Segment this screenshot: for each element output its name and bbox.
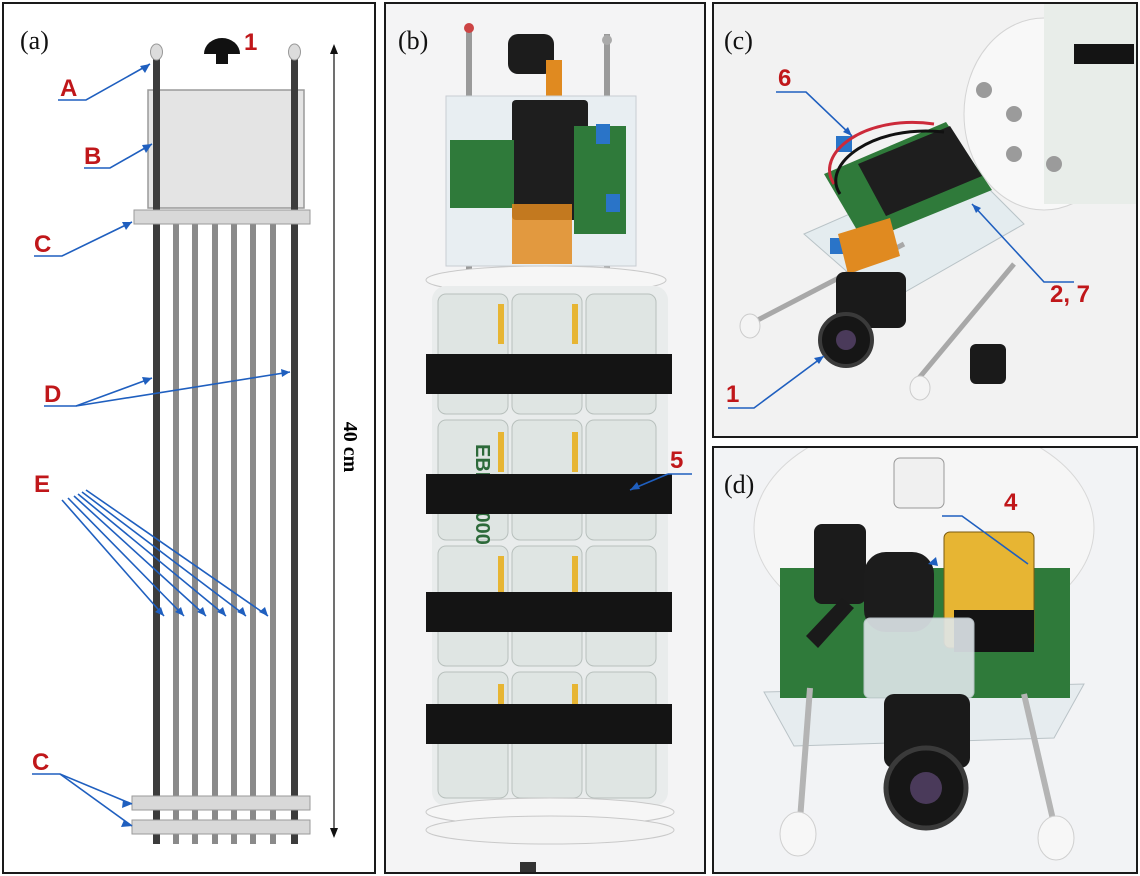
panel-a-schematic: (a) 40 cm — [2, 2, 376, 874]
label-C-top: C — [34, 231, 51, 258]
callout-arrowheads — [121, 64, 290, 827]
panel-c-letter: (c) — [724, 26, 753, 55]
electronics-box — [147, 89, 305, 209]
connector-black — [814, 524, 866, 604]
pcb-main — [512, 100, 588, 220]
strap-1 — [426, 354, 672, 394]
label-6: 6 — [778, 65, 791, 92]
camera-block — [884, 694, 970, 768]
inner-rod-6 — [270, 218, 276, 844]
panel-b-letter: (b) — [398, 26, 429, 55]
callout-arrows — [32, 63, 291, 827]
pcb-black — [858, 126, 982, 216]
dimension-arrow-top — [330, 44, 338, 54]
inner-rod-3 — [212, 218, 218, 844]
electronics-closeup-illustration: 6 2, 7 1 — [726, 4, 1136, 409]
camera-stem — [216, 52, 228, 64]
strap-2 — [426, 474, 672, 514]
label-2-7: 2, 7 — [1050, 281, 1090, 308]
rod-cap-right — [288, 43, 301, 61]
top-plate — [133, 209, 311, 225]
label-4: 4 — [1004, 489, 1018, 516]
panel-c-photo: 6 2, 7 1 (c) — [712, 2, 1138, 438]
inner-rod-1 — [173, 218, 179, 844]
bottom-plate-2 — [131, 819, 311, 835]
bottom-plate-1 — [131, 795, 311, 811]
label-1-panel-c: 1 — [726, 381, 739, 408]
outer-rod-right — [291, 56, 298, 844]
rod-cap-left — [150, 43, 163, 61]
camera-dome — [204, 38, 240, 54]
label-C-bottom: C — [32, 749, 49, 776]
label-5: 5 — [670, 447, 683, 474]
label-E: E — [34, 471, 50, 498]
device-photo-illustration: EBL 10000 5 — [425, 23, 692, 872]
panel-b-photo: EBL 10000 5 (b) — [384, 2, 706, 874]
underside-closeup-illustration: 4 — [753, 448, 1095, 861]
panel-d-letter: (d) — [724, 470, 755, 499]
strap-4 — [426, 704, 672, 744]
dimension-label: 40 cm — [339, 422, 361, 473]
inner-rod-5 — [250, 218, 256, 844]
label-D: D — [44, 381, 61, 408]
label-A: A — [60, 75, 77, 102]
pcb-green-left — [450, 140, 514, 208]
dimension-arrow-bottom — [330, 828, 338, 838]
panel-a-letter: (a) — [20, 26, 49, 55]
clear-enclosure — [863, 617, 975, 699]
outer-rod-left — [153, 56, 160, 844]
bottom-disc-2 — [425, 815, 675, 845]
inner-rod-4 — [231, 218, 237, 844]
label-B: B — [84, 143, 101, 170]
inner-rod-2 — [192, 218, 198, 844]
strap-3 — [426, 592, 672, 632]
camera-body — [508, 34, 554, 74]
ribbon-cable — [838, 218, 900, 274]
schematic-drawing: 40 cm — [32, 29, 361, 844]
label-1: 1 — [244, 29, 257, 56]
panel-d-photo: 4 (d) — [712, 446, 1138, 874]
